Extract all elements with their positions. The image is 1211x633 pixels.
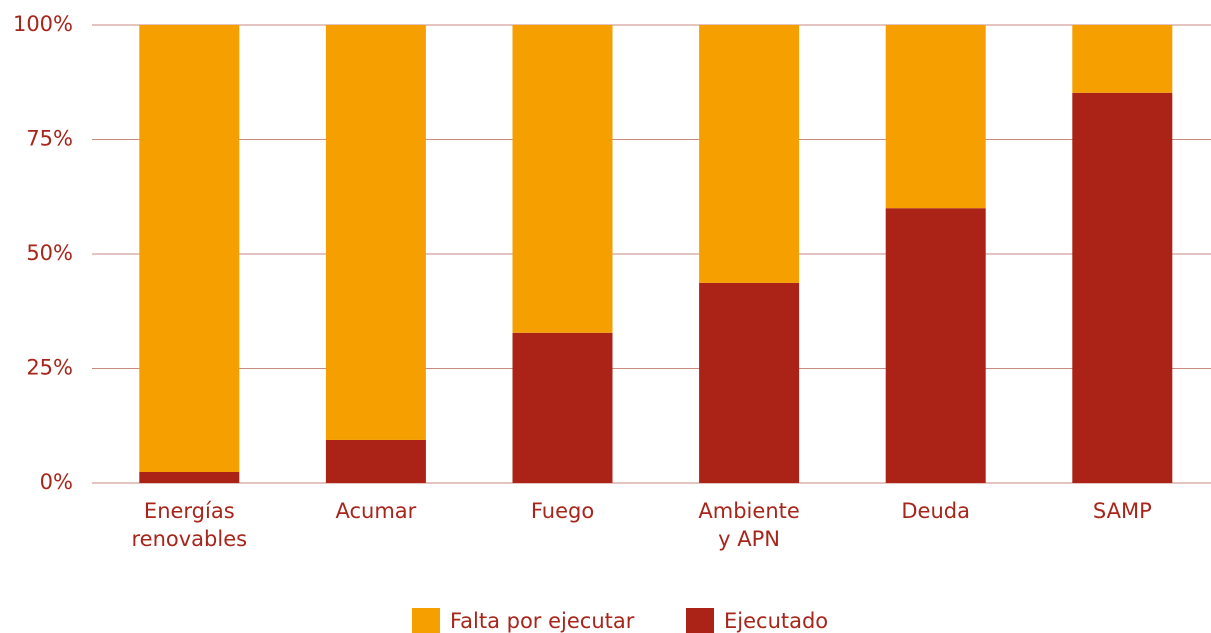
y-tick-label: 100% (13, 12, 73, 36)
bar-segment (885, 208, 986, 483)
legend-label: Ejecutado (724, 609, 828, 633)
y-tick-label: 50% (26, 241, 73, 265)
bar-segment (885, 25, 986, 209)
bar-segment (512, 332, 613, 483)
bar-segment (512, 25, 613, 333)
x-tick-label: Acumar (335, 499, 417, 523)
x-tick-label: Deuda (901, 499, 970, 523)
bar-segment (1072, 25, 1173, 93)
legend-label: Falta por ejecutar (450, 609, 635, 633)
bar-segment (699, 25, 800, 283)
bar-segment (1072, 92, 1173, 483)
bar-segment (139, 25, 240, 473)
legend-swatch (686, 608, 714, 633)
bar-segment (325, 439, 426, 483)
x-tick-label: Fuego (530, 499, 595, 523)
x-tick-label: Energías renovables (131, 499, 248, 551)
y-tick-label: 25% (26, 356, 73, 380)
bar-segment (699, 282, 800, 483)
y-tick-label: 0% (40, 470, 73, 494)
y-tick-label: 75% (26, 127, 73, 151)
legend-swatch (412, 608, 440, 633)
bar-segment (139, 472, 240, 483)
x-tick-label: Ambiente y APN (698, 499, 800, 551)
x-tick-label: SAMP (1092, 499, 1152, 523)
bar-segment (325, 25, 426, 440)
